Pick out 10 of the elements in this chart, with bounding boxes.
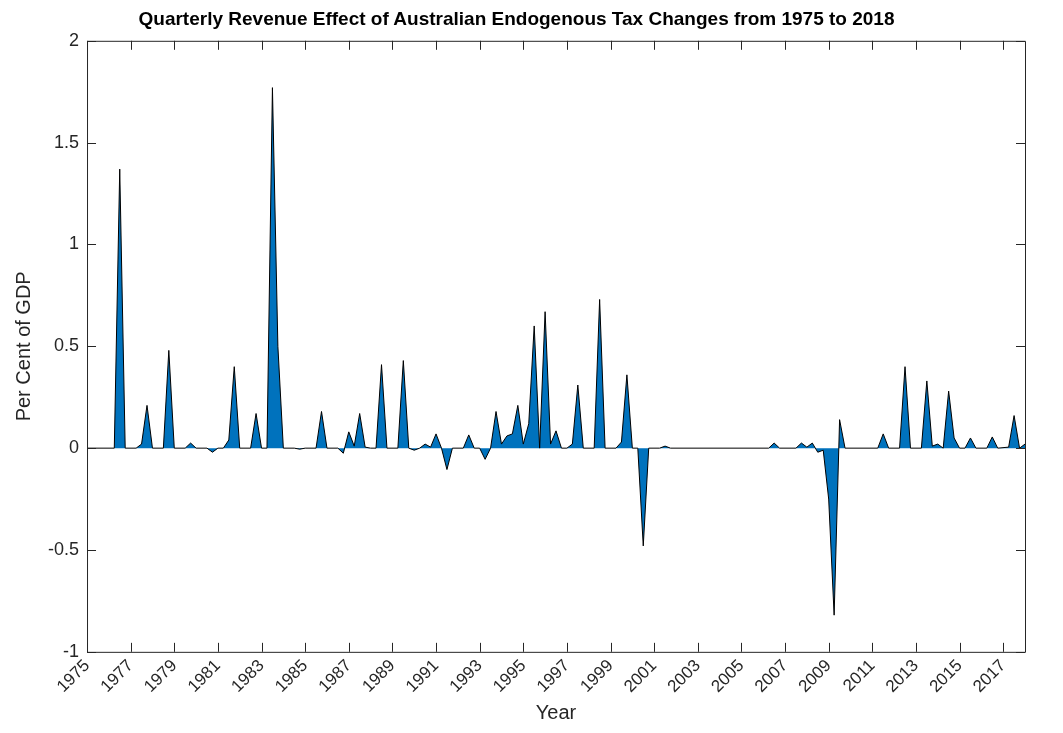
y-tick-label: 0.5 bbox=[53, 335, 80, 356]
y-axis-title: Per Cent of GDP bbox=[11, 271, 34, 422]
chart-title: Quarterly Revenue Effect of Australian Endogenous Tax Changes from 1975 to 2018 bbox=[138, 7, 895, 29]
y-tick-label: 1.5 bbox=[53, 131, 80, 152]
y-tick-label: -0.5 bbox=[47, 538, 80, 559]
x-axis-title: Year bbox=[535, 700, 577, 723]
y-tick-label: 0 bbox=[69, 437, 80, 458]
y-tick-label: 2 bbox=[69, 29, 80, 50]
y-tick-label: -1 bbox=[63, 640, 80, 661]
y-tick-label: 1 bbox=[69, 233, 80, 254]
